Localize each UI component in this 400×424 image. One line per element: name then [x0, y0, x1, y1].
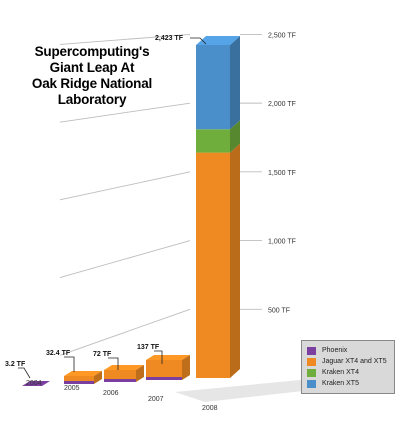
- bar-2005-jaguar: [64, 376, 94, 381]
- x-tick-label: 2004: [26, 380, 42, 387]
- y-tick-label: 1,500 TF: [268, 170, 296, 177]
- bar-2008-kraken-xt4: [196, 129, 230, 153]
- title-line: Laboratory: [57, 92, 127, 107]
- legend-item-phoenix: Phoenix: [307, 345, 389, 356]
- title-line: Giant Leap At: [49, 60, 135, 75]
- gridline: [59, 308, 191, 356]
- label-leader: [108, 357, 119, 370]
- legend-swatch: [307, 368, 316, 377]
- legend-swatch: [307, 346, 316, 355]
- legend-label: Kraken XT4: [322, 369, 359, 376]
- bar-top: [64, 371, 102, 376]
- y-tick-label: 1,000 TF: [268, 239, 296, 246]
- bar-side: [182, 355, 190, 380]
- bar-top: [104, 365, 144, 370]
- bar-2006-jaguar: [104, 370, 136, 379]
- data-label: 72 TF: [93, 351, 112, 358]
- label-leader: [18, 367, 31, 379]
- bar-top: [146, 355, 190, 360]
- label-leader: [64, 356, 75, 372]
- label-leader: [154, 350, 163, 364]
- bar-2008-side: [230, 120, 240, 153]
- x-tick-label: 2008: [202, 405, 218, 412]
- chart-title: Supercomputing's Giant Leap At Oak Ridge…: [22, 44, 162, 108]
- title-line: Oak Ridge National: [31, 76, 153, 91]
- legend-item-kraken-xt5: Kraken XT5: [307, 378, 389, 389]
- gridline: [59, 240, 191, 278]
- data-label: 32.4 TF: [46, 350, 71, 357]
- data-label: 2,423 TF: [155, 35, 184, 42]
- legend-item-kraken-xt4: Kraken XT4: [307, 367, 389, 378]
- legend: Phoenix Jaguar XT4 and XT5 Kraken XT4 Kr…: [301, 340, 395, 394]
- bar-2008-side: [230, 143, 240, 378]
- bar-2007-jaguar: [146, 360, 182, 377]
- bar-2008-kraken-xt5: [196, 45, 230, 130]
- gridline: [59, 102, 191, 123]
- title-line: Supercomputing's: [34, 44, 150, 59]
- bar-side: [136, 365, 144, 382]
- bar-2008-side: [230, 36, 240, 130]
- data-label: 137 TF: [137, 344, 160, 351]
- bar-side: [94, 371, 102, 384]
- bar-2007-phoenix: [146, 377, 182, 380]
- y-tick-label: 2,500 TF: [268, 32, 296, 39]
- x-tick-label: 2005: [64, 385, 80, 392]
- x-tick-label: 2007: [148, 396, 164, 403]
- legend-swatch: [307, 357, 316, 366]
- legend-label: Kraken XT5: [322, 380, 359, 387]
- floor-shadow: [175, 380, 330, 402]
- y-tick-label: 500 TF: [268, 307, 290, 314]
- bar-2005-phoenix: [64, 381, 94, 384]
- bar-2004-phoenix: [22, 381, 50, 386]
- y-tick-label: 2,000 TF: [268, 101, 296, 108]
- bar-2008-jaguar-xt4-and-xt5: [196, 152, 230, 378]
- x-tick-label: 2006: [103, 390, 119, 397]
- bar-2008-top: [196, 36, 240, 45]
- legend-label: Jaguar XT4 and XT5: [322, 358, 387, 365]
- legend-item-jaguar: Jaguar XT4 and XT5: [307, 356, 389, 367]
- legend-swatch: [307, 379, 316, 388]
- gridline: [59, 33, 191, 45]
- data-label: 3.2 TF: [5, 361, 26, 368]
- label-leader: [190, 37, 207, 45]
- gridline: [59, 171, 191, 201]
- legend-label: Phoenix: [322, 347, 348, 354]
- bar-2006-phoenix: [104, 379, 136, 382]
